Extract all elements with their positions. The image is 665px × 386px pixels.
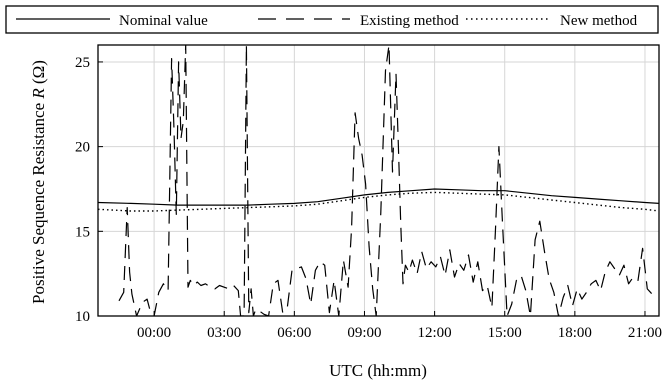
x-tick-label: 18:00: [558, 325, 592, 341]
series-line-new: [98, 191, 659, 212]
legend-label-existing: Existing method: [360, 13, 459, 29]
x-tick-label: 09:00: [347, 325, 381, 341]
y-axis-label: Positive Sequence Resistance R (Ω): [29, 60, 48, 304]
legend-label-nominal: Nominal value: [119, 13, 208, 29]
plot-frame: [97, 44, 660, 317]
plot-series: [98, 45, 659, 316]
y-axis-label-symbol: R: [29, 88, 48, 100]
y-tick-label: 25: [75, 55, 90, 71]
ticks: 00:00 03:00 06:00 09:00 12:00 15:00 18:00 21:00…: [75, 55, 662, 341]
y-axis-label-prefix: Positive Sequence Resistance: [29, 99, 48, 304]
y-tick-label: 20: [75, 140, 90, 156]
grid: [98, 45, 659, 317]
legend-label-new: New method: [560, 13, 638, 29]
x-axis-label: UTC (hh:mm): [329, 361, 427, 380]
x-tick-label: 03:00: [207, 325, 241, 341]
series-line-nominal: [98, 188, 659, 206]
x-tick-label: 12:00: [418, 325, 452, 341]
x-tick-label: 21:00: [628, 325, 662, 341]
x-tick-label: 00:00: [137, 325, 171, 341]
y-axis-label-unit: (Ω): [29, 60, 48, 88]
x-tick-label: 06:00: [277, 325, 311, 341]
y-tick-label: 15: [75, 224, 90, 240]
legend: Nominal value Existing method New method: [5, 5, 659, 34]
series-line-existing: [118, 45, 658, 316]
y-tick-label: 10: [75, 309, 90, 325]
x-tick-label: 15:00: [488, 325, 522, 341]
